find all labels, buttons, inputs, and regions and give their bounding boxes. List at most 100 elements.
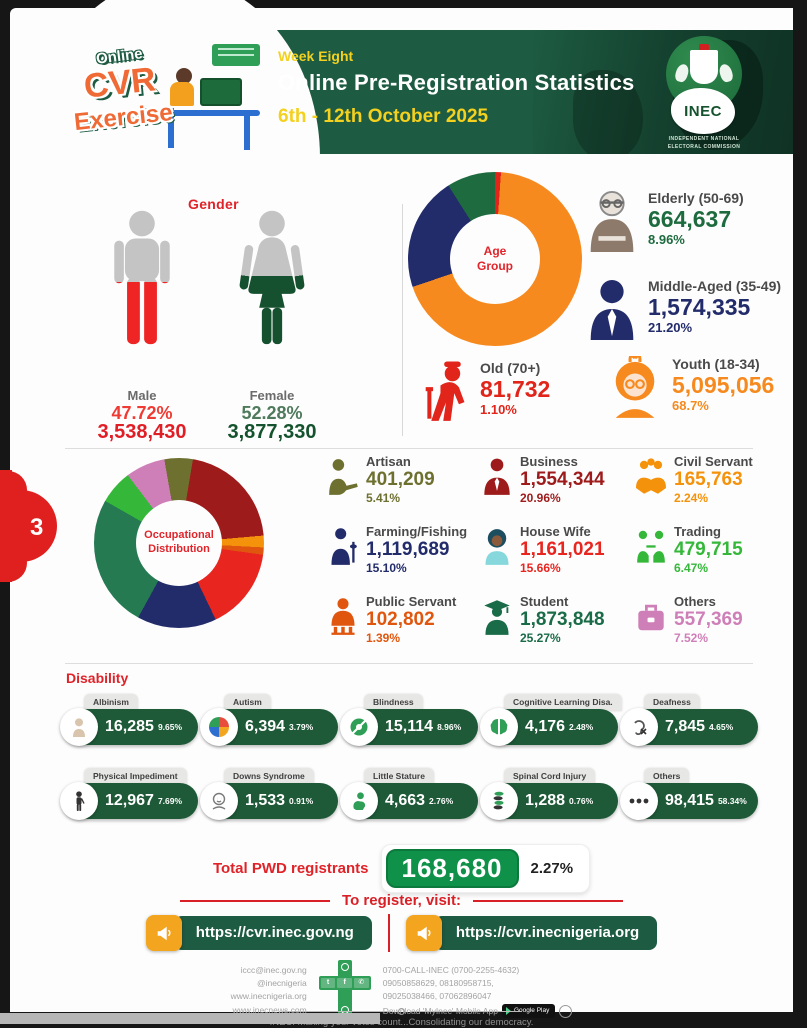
total-pwd-card: 168,680 2.27% [380,844,591,893]
megaphone-icon [157,926,171,941]
monitor-icon [200,78,242,106]
business-person-icon [484,458,510,495]
footer: iccc@inec.gov.ng @inecnigeria www.inecni… [10,960,793,1022]
middle-aged-man-icon [590,279,634,340]
phone-icon: ✆ [354,978,369,988]
footer-phones: 0700-CALL-INEC (0700-2255-4632) 09050858… [383,960,573,1018]
facebook-icon: f [337,978,353,988]
occupation-item-student: Student 1,873,848 25.27% [482,594,636,664]
app-store-circle-icon [559,1004,573,1018]
notice-board-icon [212,44,260,66]
gender-section-title: Gender [188,196,239,212]
person-at-computer-icon [176,68,192,84]
age-legend-old: Old (70+) 81,732 1.10% [422,360,550,422]
student-graduate-icon [484,600,510,635]
young-woman-icon [615,356,655,418]
physical-impediment-person-icon [76,791,85,811]
female-figure-icon [239,210,305,345]
footer-email: iccc@inec.gov.ng [240,965,307,975]
occupation-item-business: Business 1,554,344 20.96% [482,454,636,524]
female-count: 3,877,330 [227,421,317,443]
desk-icon [168,110,260,116]
occupation-item-others: Others 557,369 7.52% [636,594,790,664]
section-number-text: 3 [30,514,43,541]
elderly-man-icon [590,190,634,252]
section-number-badge: 3 [0,470,57,582]
male-count: 3,538,430 [97,421,187,443]
public-servant-icon [331,598,355,635]
occupation-item-trading: Trading 479,715 6.47% [636,524,790,594]
occupation-legend: Artisan 401,209 5.41% Business 1,554,344… [328,454,790,664]
disability-section-title: Disability [66,670,129,686]
bottom-gray-strip [0,1013,380,1024]
cognitive-brain-icon [490,719,508,735]
footer-website-2: www.inecnews.com [232,1004,307,1015]
age-group-donut-chart: Age Group [408,172,582,346]
disability-physical-impediment: Physical Impediment 12,967 7.69% [60,766,198,840]
footer-tagline: INEC. Making your votes count...Consolid… [10,1008,793,1028]
spinal-cord-icon [493,791,504,810]
autism-pinwheel-icon [209,717,229,737]
header-photo-texture [533,30,793,154]
old-person-cane-icon [425,361,465,421]
register-links-row: https://cvr.inec.gov.ng https://cvr.inec… [10,914,793,952]
male-percent: 47.72% [111,403,173,423]
footer-website-1: www.inecnigeria.org [230,991,307,1002]
logo-cvr-text: CVR [82,60,158,106]
age-legend-elderly: Elderly (50-69) 664,637 8.96% [586,190,744,252]
occupation-item-civil-servant: Civil Servant 165,763 2.24% [636,454,790,524]
male-figure-icon [114,210,170,345]
male-label: Male [127,388,157,403]
disability-cognitive: Cognitive Learning Disa. 4,176 2.48% [480,692,622,766]
twitter-icon: t [320,978,336,988]
occupation-item-artisan: Artisan 401,209 5.41% [328,454,482,524]
total-pwd-count: 168,680 [385,849,519,888]
civil-servant-handshake-icon [636,458,666,494]
disability-blindness: Blindness 15,114 8.96% [340,692,478,766]
age-legend-youth: Youth (18-34) 5,095,056 68.7% [608,356,774,418]
footer-contacts: iccc@inec.gov.ng @inecnigeria www.inecni… [231,960,307,1017]
female-label: Female [249,388,295,403]
farmer-fisher-icon [331,528,357,565]
nigeria-map-icon: INEC [671,88,735,134]
disability-little-stature: Little Stature 4,663 2.76% [340,766,478,840]
disability-deafness: Deafness 7,845 4.65% [620,692,758,766]
total-pwd-label: Total PWD registrants [212,860,369,877]
traders-icon [637,530,665,563]
occupation-item-farming-fishing: Farming/Fishing 1,119,689 15.10% [328,524,482,594]
artisan-icon [329,459,358,495]
downs-syndrome-face-icon [212,792,226,810]
section-divider [65,448,753,449]
house-wife-icon [485,529,509,565]
total-pwd-row: Total PWD registrants 168,680 2.27% [10,844,793,893]
occupation-item-public-servant: Public Servant 102,802 1.39% [328,594,482,664]
register-heading: To register, visit: [342,892,461,909]
female-percent: 52.28% [241,403,303,423]
gear-icon [398,1008,405,1015]
age-legend-middle-aged: Middle-Aged (35-49) 1,574,335 21.20% [586,278,781,340]
content-card: Online CVR Exercise Week Eight Online Pr… [10,0,793,1028]
cvr-exercise-logo: Online CVR Exercise [72,36,272,156]
disability-albinism: Albinism 16,285 9.65% [60,692,198,766]
albinism-person-icon [73,718,85,737]
occupation-item-house-wife: House Wife 1,161,021 15.66% [482,524,636,594]
week-label: Week Eight [278,48,354,64]
register-link-org[interactable]: https://cvr.inecnigeria.org [405,915,658,951]
age-donut-label: Age [483,244,507,258]
disability-autism: Autism 6,394 3.79% [200,692,338,766]
disability-downs-syndrome: Downs Syndrome 1,533 0.91% [200,766,338,840]
register-link-gov[interactable]: https://cvr.inec.gov.ng [145,915,372,951]
vertical-divider [402,204,403,436]
register-heading-row: To register, visit: [10,892,793,909]
disability-others: Others 98,415 58.34% [620,766,758,840]
date-range: 6th - 12th October 2025 [278,106,489,127]
page-title: Online Pre-Registration Statistics [278,70,635,95]
social-media-cross-icon: t f ✆ [318,960,371,1022]
inec-logo: INEC INDEPENDENT NATIONAL ELECTORAL COMM… [655,36,753,154]
disability-spinal-cord-injury: Spinal Cord Injury 1,288 0.76% [480,766,618,840]
briefcase-icon [638,604,664,631]
disability-grid: Albinism 16,285 9.65% Autism 6,394 3 [60,692,762,840]
megaphone-icon [417,926,431,941]
occupation-donut-label: Occupational [144,529,214,542]
